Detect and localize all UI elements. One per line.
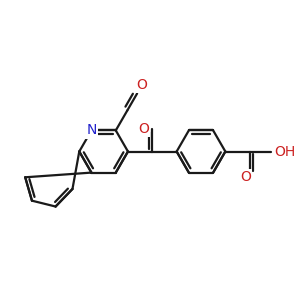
Text: O: O xyxy=(240,170,250,184)
Text: O: O xyxy=(138,122,149,136)
Text: OH: OH xyxy=(274,145,296,158)
Text: O: O xyxy=(136,78,147,92)
Text: N: N xyxy=(86,123,97,137)
